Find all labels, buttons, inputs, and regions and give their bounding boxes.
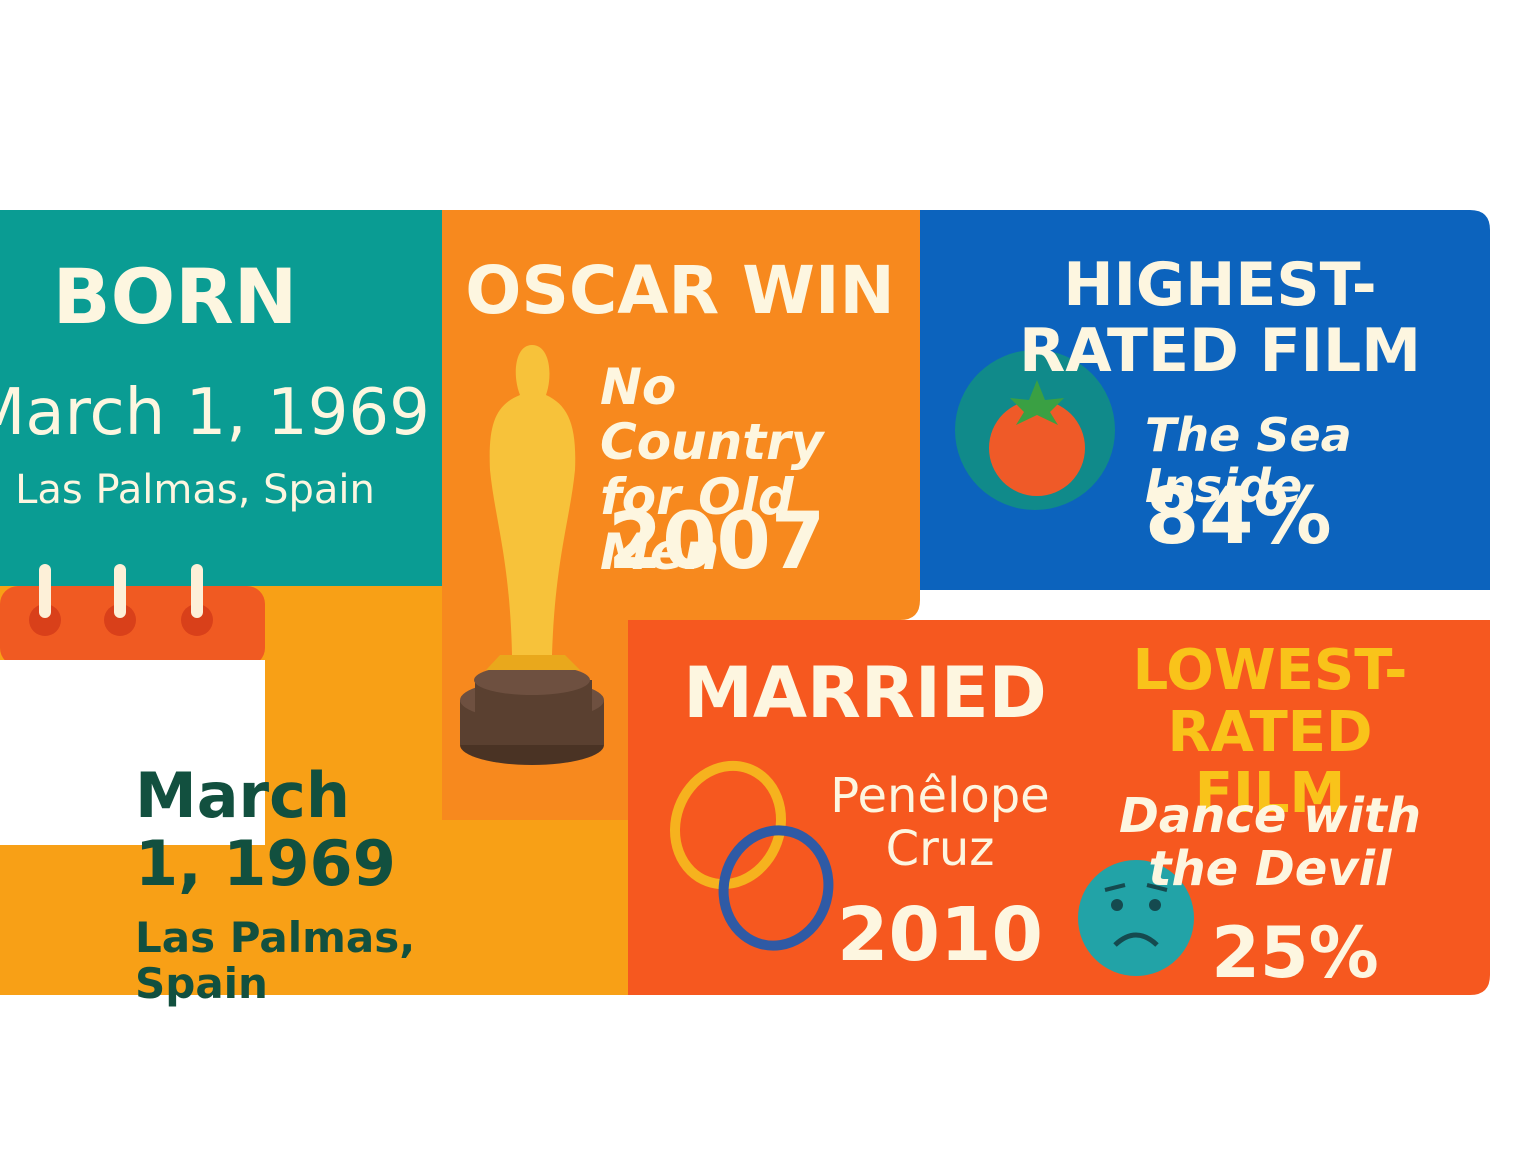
sad-face-icon xyxy=(1078,860,1194,976)
calendar-hooks xyxy=(39,564,203,618)
tomato-icon xyxy=(955,350,1115,510)
married-year: 2010 xyxy=(837,892,1043,978)
oscar-statue xyxy=(460,345,604,765)
calendar-date: March 1, 1969 xyxy=(135,759,396,901)
lowest-film: Dance with the Devil xyxy=(1118,788,1422,897)
oscar-year: 2007 xyxy=(608,497,826,587)
married-title: MARRIED xyxy=(683,652,1047,734)
lowest-score: 25% xyxy=(1211,912,1379,994)
calendar-rings xyxy=(29,604,213,636)
married-spouse: Penêlope Cruz xyxy=(830,768,1050,877)
born-panel xyxy=(0,210,442,586)
born-place: Las Palmas, Spain xyxy=(15,467,375,513)
highest-score: 84% xyxy=(1145,472,1332,562)
calendar-body xyxy=(0,660,265,845)
lowest-title: LOWEST-RATED FILM xyxy=(1132,638,1408,827)
rings-icon xyxy=(670,760,834,951)
oscar-title: OSCAR WIN xyxy=(465,252,895,329)
calendar-place: Las Palmas, Spain xyxy=(135,913,416,1009)
highest-film: The Sea Inside xyxy=(1145,408,1352,513)
highest-title: HIGHEST-RATED FILM xyxy=(1019,250,1421,386)
married-panel xyxy=(628,620,1490,995)
born-date: March 1, 1969 xyxy=(0,376,430,450)
oscar-film: No Country for Old Men xyxy=(600,358,824,581)
born-title: BORN xyxy=(52,252,298,341)
